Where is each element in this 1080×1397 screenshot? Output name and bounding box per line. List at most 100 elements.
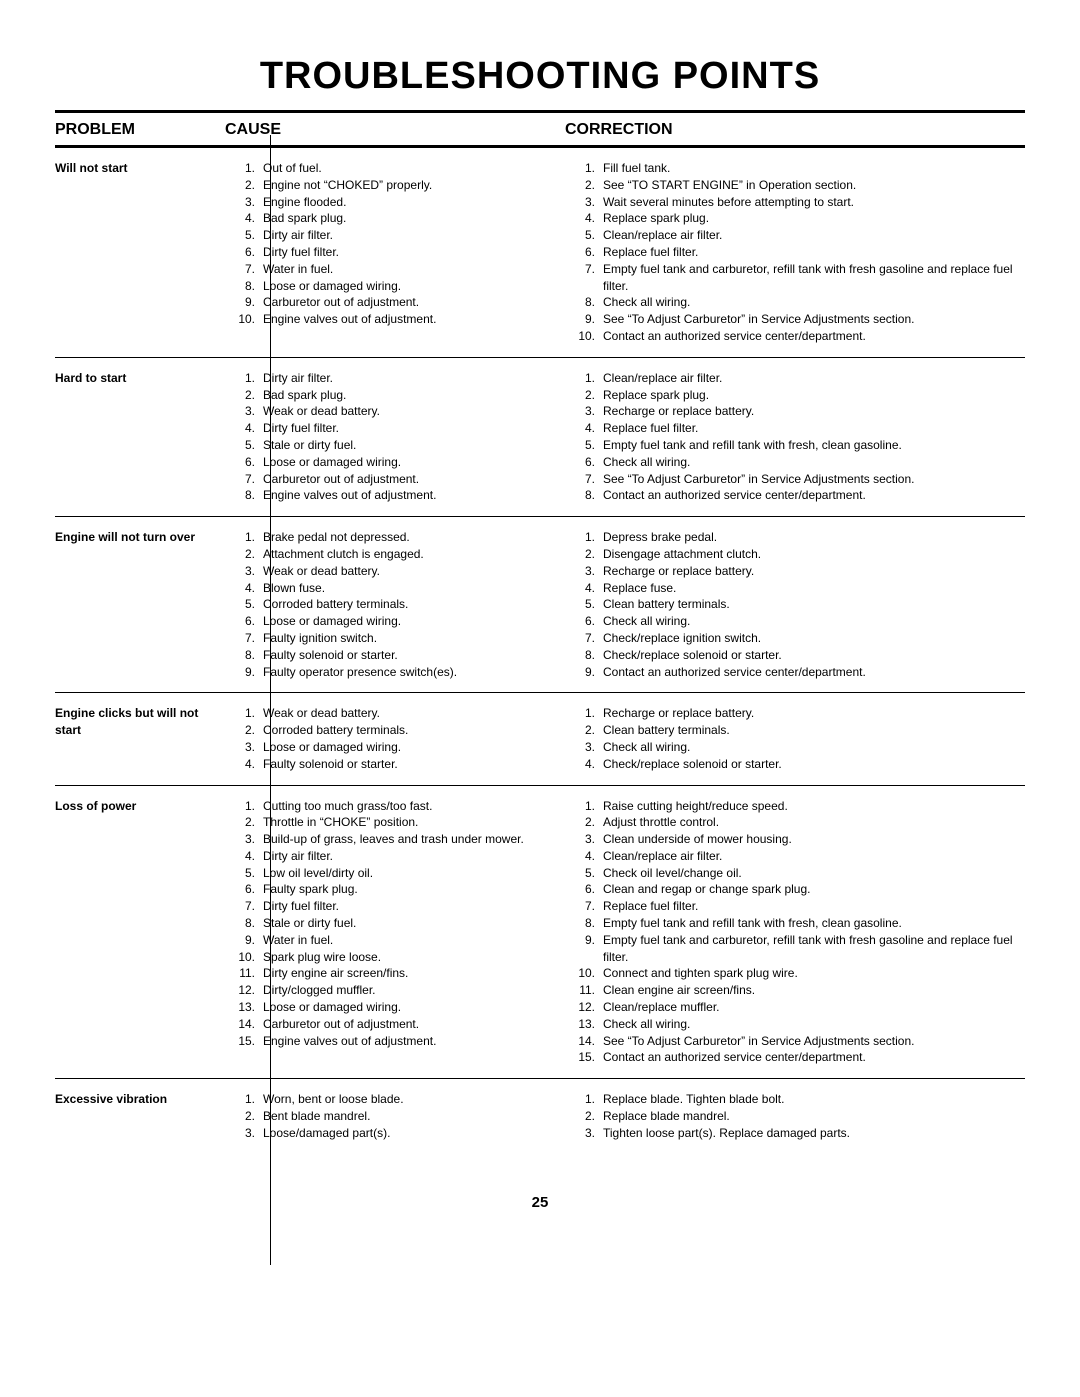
list-item-text: Dirty fuel filter.: [263, 244, 565, 261]
list-item-number: 3.: [235, 403, 263, 420]
list-item-text: Empty fuel tank and refill tank with fre…: [603, 915, 1025, 932]
list-item-number: 6.: [235, 244, 263, 261]
list-item: 8.Check/replace solenoid or starter.: [575, 647, 1025, 664]
list-item-text: Clean and regap or change spark plug.: [603, 881, 1025, 898]
list-item-number: 2.: [575, 546, 603, 563]
list-item: 3.Loose/damaged part(s).: [235, 1125, 565, 1142]
list-item: 2.Replace blade mandrel.: [575, 1108, 1025, 1125]
list-item-number: 3.: [235, 1125, 263, 1142]
list-item: 2.See “TO START ENGINE” in Operation sec…: [575, 177, 1025, 194]
list-item-text: Weak or dead battery.: [263, 705, 565, 722]
list-item-number: 6.: [235, 454, 263, 471]
list-item-text: Water in fuel.: [263, 932, 565, 949]
numbered-list: 1.Recharge or replace battery.2.Clean ba…: [575, 705, 1025, 772]
list-item: 1.Brake pedal not depressed.: [235, 529, 565, 546]
list-item: 9.Carburetor out of adjustment.: [235, 294, 565, 311]
list-item-number: 1.: [235, 798, 263, 815]
list-item-text: Engine flooded.: [263, 194, 565, 211]
list-item-number: 1.: [575, 798, 603, 815]
list-item: 4.Replace spark plug.: [575, 210, 1025, 227]
list-item-text: Stale or dirty fuel.: [263, 915, 565, 932]
list-item-text: Dirty air filter.: [263, 370, 565, 387]
list-item-number: 10.: [235, 949, 263, 966]
list-item-text: Engine valves out of adjustment.: [263, 311, 565, 328]
list-item-text: Attachment clutch is engaged.: [263, 546, 565, 563]
list-item: 2.Adjust throttle control.: [575, 814, 1025, 831]
list-item-text: Carburetor out of adjustment.: [263, 471, 565, 488]
list-item-number: 4.: [575, 580, 603, 597]
problem-cell: Excessive vibration: [55, 1091, 225, 1141]
numbered-list: 1.Fill fuel tank.2.See “TO START ENGINE”…: [575, 160, 1025, 345]
list-item-number: 1.: [575, 705, 603, 722]
list-item-number: 5.: [235, 596, 263, 613]
list-item-text: Loose or damaged wiring.: [263, 613, 565, 630]
list-item: 8.Empty fuel tank and refill tank with f…: [575, 915, 1025, 932]
numbered-list: 1.Depress brake pedal.2.Disengage attach…: [575, 529, 1025, 680]
list-item-number: 2.: [235, 387, 263, 404]
page-title: TROUBLESHOOTING POINTS: [55, 55, 1025, 98]
list-item-text: Contact an authorized service center/dep…: [603, 328, 1025, 345]
list-item-number: 14.: [575, 1033, 603, 1050]
problem-cell: Hard to start: [55, 370, 225, 504]
list-item-text: Check all wiring.: [603, 739, 1025, 756]
list-item-number: 3.: [575, 194, 603, 211]
list-item-text: Blown fuse.: [263, 580, 565, 597]
list-item-text: Replace spark plug.: [603, 387, 1025, 404]
list-item: 3.Weak or dead battery.: [235, 563, 565, 580]
list-item-number: 1.: [235, 705, 263, 722]
list-item-text: Dirty/clogged muffler.: [263, 982, 565, 999]
table-row: Excessive vibration1.Worn, bent or loose…: [55, 1079, 1025, 1153]
table-row: Engine clicks but will not start1.Weak o…: [55, 693, 1025, 785]
list-item-number: 11.: [235, 965, 263, 982]
list-item: 10.Engine valves out of adjustment.: [235, 311, 565, 328]
list-item-text: Empty fuel tank and carburetor, refill t…: [603, 932, 1025, 966]
problem-cell: Will not start: [55, 160, 225, 345]
list-item-text: Faulty ignition switch.: [263, 630, 565, 647]
list-item-number: 13.: [575, 1016, 603, 1033]
list-item-number: 6.: [575, 454, 603, 471]
list-item-text: Dirty fuel filter.: [263, 898, 565, 915]
list-item: 7.Empty fuel tank and carburetor, refill…: [575, 261, 1025, 295]
list-item-number: 2.: [235, 722, 263, 739]
cause-cell: 1.Out of fuel.2.Engine not “CHOKED” prop…: [225, 160, 565, 345]
list-item: 7.Replace fuel filter.: [575, 898, 1025, 915]
list-item: 9.See “To Adjust Carburetor” in Service …: [575, 311, 1025, 328]
list-item: 3.Recharge or replace battery.: [575, 403, 1025, 420]
list-item-number: 9.: [235, 932, 263, 949]
list-item-text: Contact an authorized service center/dep…: [603, 664, 1025, 681]
list-item-text: Check/replace solenoid or starter.: [603, 756, 1025, 773]
list-item-text: Stale or dirty fuel.: [263, 437, 565, 454]
numbered-list: 1.Dirty air filter.2.Bad spark plug.3.We…: [235, 370, 565, 504]
list-item: 3.Check all wiring.: [575, 739, 1025, 756]
list-item-number: 2.: [235, 1108, 263, 1125]
list-item: 1.Clean/replace air filter.: [575, 370, 1025, 387]
list-item-number: 5.: [235, 227, 263, 244]
list-item: 6.Check all wiring.: [575, 454, 1025, 471]
list-item: 7.Check/replace ignition switch.: [575, 630, 1025, 647]
list-item-text: Spark plug wire loose.: [263, 949, 565, 966]
list-item: 11.Clean engine air screen/fins.: [575, 982, 1025, 999]
list-item: 15.Engine valves out of adjustment.: [235, 1033, 565, 1050]
list-item: 4.Bad spark plug.: [235, 210, 565, 227]
list-item-number: 6.: [575, 881, 603, 898]
list-item-number: 10.: [575, 965, 603, 982]
list-item-text: Cutting too much grass/too fast.: [263, 798, 565, 815]
correction-cell: 1.Clean/replace air filter.2.Replace spa…: [565, 370, 1025, 504]
list-item-number: 3.: [575, 563, 603, 580]
list-item-number: 8.: [235, 278, 263, 295]
list-item: 4.Dirty air filter.: [235, 848, 565, 865]
list-item-number: 8.: [575, 487, 603, 504]
list-item-number: 5.: [575, 437, 603, 454]
list-item-text: Bent blade mandrel.: [263, 1108, 565, 1125]
list-item-text: See “To Adjust Carburetor” in Service Ad…: [603, 311, 1025, 328]
list-item-text: Faulty operator presence switch(es).: [263, 664, 565, 681]
list-item-text: Recharge or replace battery.: [603, 403, 1025, 420]
list-item-text: Weak or dead battery.: [263, 563, 565, 580]
list-item-number: 2.: [575, 814, 603, 831]
list-item-text: Carburetor out of adjustment.: [263, 1016, 565, 1033]
list-item: 14.Carburetor out of adjustment.: [235, 1016, 565, 1033]
list-item-text: Contact an authorized service center/dep…: [603, 487, 1025, 504]
list-item-text: Clean engine air screen/fins.: [603, 982, 1025, 999]
list-item-number: 4.: [575, 756, 603, 773]
list-item-number: 9.: [575, 311, 603, 328]
